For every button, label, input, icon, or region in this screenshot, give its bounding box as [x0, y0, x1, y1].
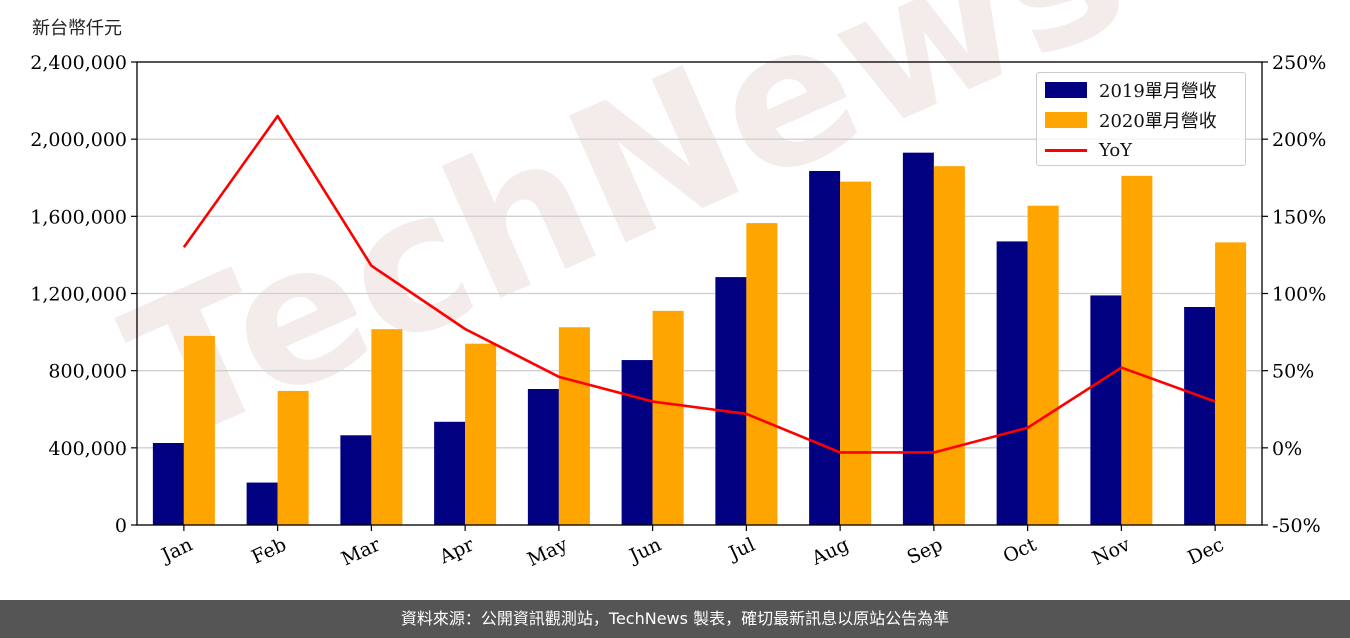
- y-left-tick-label: 1,200,000: [30, 284, 127, 306]
- source-footer: 資料來源：公開資訊觀測站，TechNews 製表，確切最新訊息以原站公告為準: [0, 600, 1350, 638]
- bar-2019-mar: [340, 435, 372, 525]
- y-axis-unit-label: 新台幣仟元: [32, 18, 122, 39]
- x-tick-label: Aug: [807, 534, 852, 570]
- bar-2020-jul: [746, 223, 778, 525]
- x-tick-label: Feb: [248, 534, 290, 569]
- bar-2019-feb: [246, 482, 278, 525]
- bar-2020-may: [558, 327, 590, 525]
- bar-2019-dec: [1184, 307, 1216, 525]
- legend-item-yoy: YoY: [1045, 135, 1132, 165]
- bar-2020-apr: [465, 343, 497, 525]
- bar-2020-oct: [1027, 205, 1059, 526]
- legend-swatch-2020: [1045, 112, 1087, 128]
- legend-item-2020: 2020單月營收: [1045, 105, 1217, 135]
- y-right-tick-label: -50%: [1272, 515, 1321, 537]
- bar-2020-mar: [371, 329, 403, 525]
- bar-2020-nov: [1121, 175, 1153, 525]
- y-right-tick-label: 100%: [1272, 284, 1326, 306]
- bar-2019-apr: [434, 421, 466, 525]
- revenue-chart: TechNews 0400,000800,0001,200,0001,600,0…: [30, 0, 1326, 571]
- y-left-tick-label: 800,000: [48, 361, 127, 383]
- bar-2019-jun: [621, 360, 653, 525]
- y-right-tick-label: 150%: [1272, 206, 1326, 228]
- bar-2020-feb: [277, 390, 309, 525]
- x-tick-label: May: [524, 533, 571, 571]
- y-right-tick-label: 200%: [1272, 129, 1326, 151]
- x-tick-label: Jan: [157, 534, 196, 568]
- x-tick-label: Nov: [1089, 533, 1134, 569]
- y-right-tick-label: 50%: [1272, 361, 1314, 383]
- yoy-line: [182, 114, 1216, 454]
- legend-item-2019: 2019單月營收: [1045, 75, 1217, 105]
- bar-2020-jan: [183, 335, 215, 525]
- y-left-tick-label: 2,000,000: [30, 129, 127, 151]
- legend-label-yoy: YoY: [1099, 139, 1133, 161]
- bar-2020-jun: [652, 310, 684, 525]
- bar-2019-nov: [1090, 295, 1122, 525]
- y-right-tick-label: 250%: [1272, 52, 1326, 74]
- bar-2019-oct: [996, 241, 1028, 525]
- bar-2019-sep: [902, 152, 934, 525]
- y-left-tick-label: 400,000: [48, 438, 127, 460]
- bar-2020-aug: [840, 181, 872, 525]
- legend-label-2019: 2019單月營收: [1099, 81, 1217, 102]
- y-left-tick-label: 1,600,000: [30, 206, 127, 228]
- x-tick-label: Dec: [1184, 534, 1227, 570]
- y-left-tick-label: 0: [115, 515, 127, 537]
- legend-label-2020: 2020單月營收: [1099, 111, 1217, 132]
- y-left-tick-label: 2,400,000: [30, 52, 127, 74]
- x-tick-label: Mar: [338, 533, 384, 570]
- x-tick-label: Jun: [625, 534, 665, 568]
- x-tick-label: Oct: [1000, 533, 1040, 567]
- bar-2019-jan: [152, 443, 184, 525]
- bar-2019-aug: [809, 170, 841, 525]
- bar-2019-may: [527, 388, 559, 525]
- legend-swatch-yoy: [1045, 148, 1087, 152]
- x-tick-label: Sep: [904, 534, 946, 569]
- chart-legend: 2019單月營收 2020單月營收 YoY: [1036, 72, 1246, 166]
- x-tick-label: Jul: [724, 534, 759, 566]
- bar-2019-jul: [715, 277, 747, 525]
- x-tick-label: Apr: [435, 533, 478, 569]
- bar-2020-dec: [1215, 242, 1247, 526]
- y-right-tick-label: 0%: [1272, 438, 1302, 460]
- legend-swatch-2019: [1045, 82, 1087, 98]
- bar-2020-sep: [933, 166, 965, 526]
